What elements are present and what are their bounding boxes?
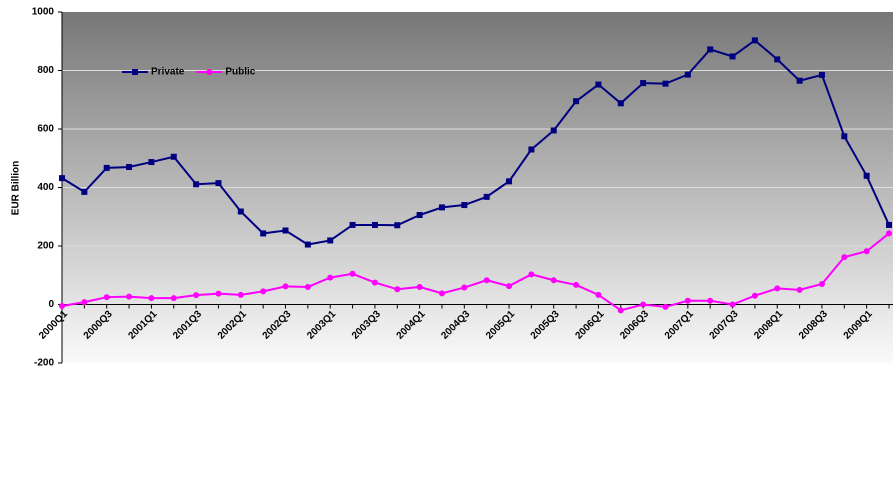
legend-label: Public <box>225 67 255 78</box>
y-tick-label: 0 <box>48 299 54 310</box>
marker <box>260 230 267 237</box>
marker <box>59 175 65 182</box>
marker <box>483 277 490 284</box>
legend-marker <box>132 69 138 75</box>
marker <box>506 283 513 290</box>
y-axis-label: EUR Billion <box>11 161 22 215</box>
marker <box>796 286 803 293</box>
marker <box>371 279 378 286</box>
marker <box>416 283 423 290</box>
marker <box>841 133 848 140</box>
marker <box>483 193 490 200</box>
marker <box>506 178 513 185</box>
marker <box>461 284 468 291</box>
marker <box>282 283 289 290</box>
y-tick-label: 400 <box>37 182 54 193</box>
marker <box>550 277 557 284</box>
marker <box>796 77 803 84</box>
marker <box>103 164 110 171</box>
marker <box>304 283 311 290</box>
marker <box>662 303 669 310</box>
marker <box>841 254 848 261</box>
marker <box>863 172 870 179</box>
marker <box>371 221 378 228</box>
marker <box>886 230 892 237</box>
marker <box>640 80 647 87</box>
marker <box>193 181 200 188</box>
marker <box>215 180 222 187</box>
y-tick-label: -200 <box>34 358 54 369</box>
marker <box>438 204 445 211</box>
marker <box>573 98 580 105</box>
marker <box>148 159 155 166</box>
marker <box>774 56 781 63</box>
marker <box>170 295 177 302</box>
marker <box>193 292 200 299</box>
marker <box>349 270 356 277</box>
marker <box>394 286 401 293</box>
marker <box>595 81 602 88</box>
marker <box>416 211 423 218</box>
y-tick-label: 200 <box>37 241 54 252</box>
marker <box>304 241 311 248</box>
marker <box>237 291 244 298</box>
marker <box>751 292 758 299</box>
marker <box>148 295 155 302</box>
marker <box>528 271 535 278</box>
marker <box>327 274 334 281</box>
marker <box>59 302 65 309</box>
marker <box>617 100 624 107</box>
marker <box>126 164 133 171</box>
marker <box>394 222 401 229</box>
marker <box>550 127 557 134</box>
marker <box>818 71 825 78</box>
series-line <box>61 39 890 246</box>
marker <box>103 294 110 301</box>
marker <box>640 301 647 308</box>
series-line <box>61 232 890 312</box>
y-tick-label: 600 <box>37 124 54 135</box>
marker <box>215 290 222 297</box>
marker <box>886 221 892 228</box>
marker <box>595 291 602 298</box>
marker <box>729 53 736 60</box>
marker <box>282 227 289 234</box>
marker <box>170 153 177 160</box>
marker <box>438 290 445 297</box>
marker <box>863 248 870 255</box>
marker <box>818 281 825 288</box>
marker <box>751 37 758 44</box>
marker <box>662 80 669 87</box>
marker <box>126 293 133 300</box>
marker <box>260 288 267 295</box>
legend-label: Private <box>151 67 185 78</box>
marker <box>528 146 535 153</box>
y-tick-label: 1000 <box>32 7 55 18</box>
marker <box>684 71 691 78</box>
marker <box>327 237 334 244</box>
marker <box>617 307 624 314</box>
marker <box>81 299 88 306</box>
marker <box>774 285 781 292</box>
marker <box>237 208 244 215</box>
marker <box>729 301 736 308</box>
y-tick-label: 800 <box>37 65 54 76</box>
marker <box>707 46 714 53</box>
marker <box>684 297 691 304</box>
marker <box>349 221 356 228</box>
marker <box>707 297 714 304</box>
legend-marker <box>206 69 213 75</box>
marker <box>573 281 580 288</box>
marker <box>81 188 88 195</box>
marker <box>461 202 468 209</box>
